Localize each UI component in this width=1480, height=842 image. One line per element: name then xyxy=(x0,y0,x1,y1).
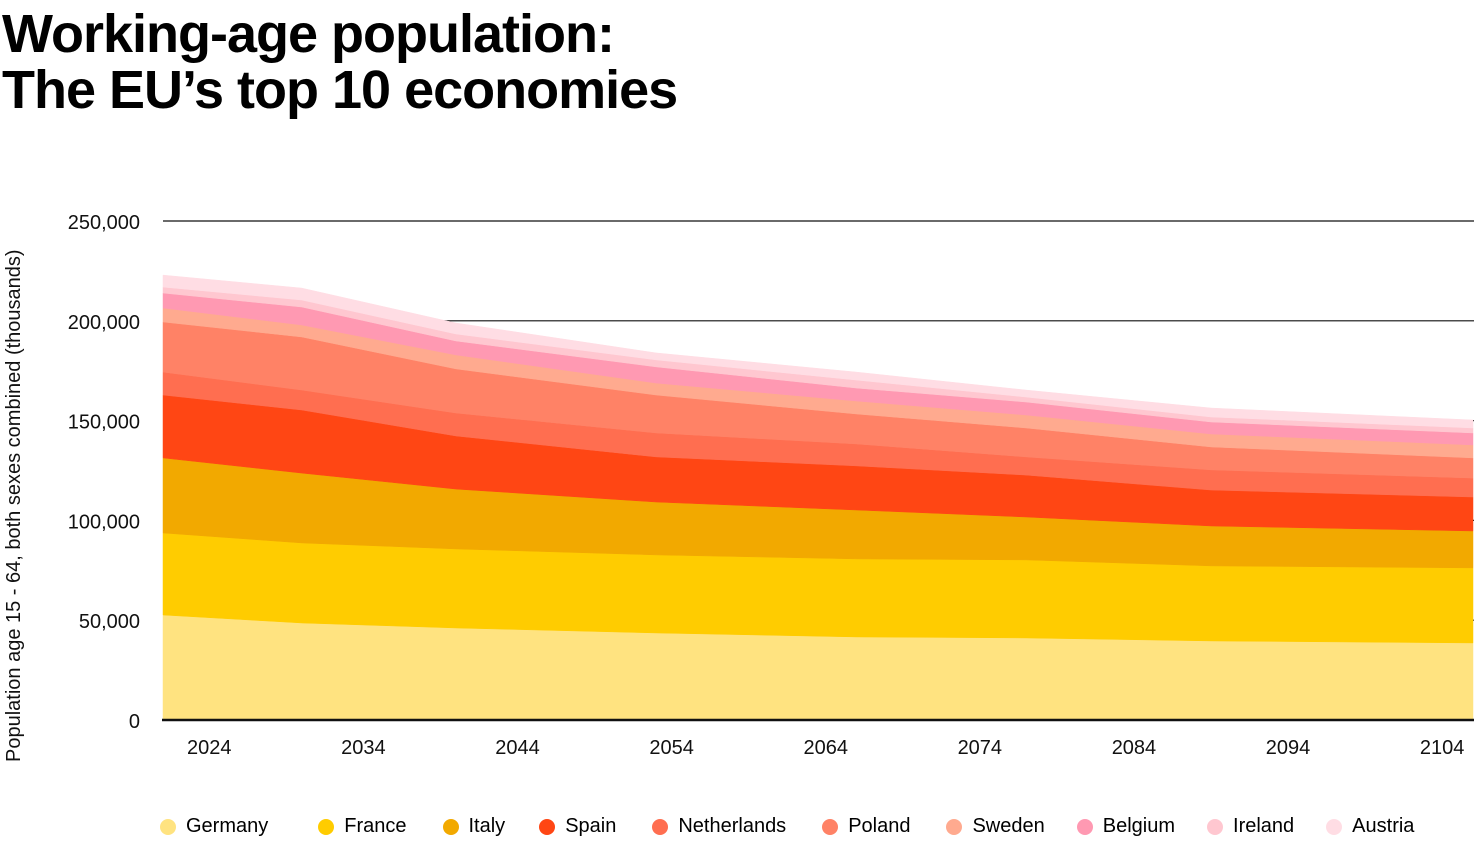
legend-item-poland: Poland xyxy=(822,815,910,838)
x-tick-label: 2084 xyxy=(1112,737,1157,759)
x-tick-label: 2074 xyxy=(958,737,1003,759)
legend-item-netherlands: Netherlands xyxy=(652,815,786,838)
legend-item-italy: Italy xyxy=(442,815,506,838)
y-tick-label: 200,000 xyxy=(68,312,140,334)
legend-swatch-icon xyxy=(946,818,963,835)
x-tick-label: 2024 xyxy=(187,737,232,759)
legend-label: Poland xyxy=(848,815,911,837)
y-tick-label: 250,000 xyxy=(68,212,140,234)
legend-swatch-icon xyxy=(822,818,839,835)
x-tick-label: 2064 xyxy=(803,737,848,759)
chart-title: Working-age population: The EU’s top 10 … xyxy=(2,4,678,120)
y-tick-label: 150,000 xyxy=(68,412,140,434)
legend-swatch-icon xyxy=(1207,818,1224,835)
x-tick-label: 2094 xyxy=(1266,737,1311,759)
legend-swatch-icon xyxy=(442,818,459,835)
legend-item-france: France xyxy=(318,815,407,838)
legend-label: Sweden xyxy=(972,815,1045,837)
y-axis-label: Population age 15 - 64, both sexes combi… xyxy=(3,249,25,762)
legend-label: Netherlands xyxy=(678,815,787,837)
legend-label: Germany xyxy=(186,815,269,837)
legend-swatch-icon xyxy=(1326,818,1343,835)
legend-item-belgium: Belgium xyxy=(1076,815,1176,838)
legend-item-germany: Germany xyxy=(160,815,268,838)
legend-item-ireland: Ireland xyxy=(1207,815,1294,838)
legend-label: Austria xyxy=(1352,815,1415,837)
x-tick-label: 2054 xyxy=(649,737,694,759)
legend-swatch-icon xyxy=(318,818,335,835)
legend-label: France xyxy=(344,815,407,837)
legend-swatch-icon xyxy=(539,818,556,835)
legend-swatch-icon xyxy=(160,818,176,835)
y-tick-label: 50,000 xyxy=(79,611,140,633)
x-tick-label: 2044 xyxy=(495,737,540,759)
legend-item-spain: Spain xyxy=(539,815,616,838)
area-layers xyxy=(162,274,1474,721)
x-axis-ticks: 2024 2034 2044 2054 2064 2074 2084 2094 2104 xyxy=(187,737,1464,759)
legend-label: Ireland xyxy=(1233,815,1295,837)
legend-swatch-icon xyxy=(652,818,669,835)
x-tick-label: 2034 xyxy=(341,737,386,759)
y-tick-label: 0 xyxy=(129,711,140,733)
legend-item-austria: Austria xyxy=(1326,815,1414,838)
y-axis-ticks: 0 50,000 100,000 150,000 200,000 250,000 xyxy=(68,212,140,733)
area-austria xyxy=(162,274,1474,429)
title-line-1: Working-age population: xyxy=(2,4,615,64)
legend: Germany France Italy Spain Netherlands Poland… xyxy=(160,815,1414,838)
legend-label: Italy xyxy=(468,815,506,837)
legend-label: Spain xyxy=(565,815,617,837)
y-tick-label: 100,000 xyxy=(68,511,140,533)
legend-item-sweden: Sweden xyxy=(946,815,1045,838)
x-tick-label: 2104 xyxy=(1420,737,1465,759)
legend-label: Belgium xyxy=(1102,815,1176,837)
legend-swatch-icon xyxy=(1076,818,1093,835)
title-line-2: The EU’s top 10 economies xyxy=(2,60,678,120)
